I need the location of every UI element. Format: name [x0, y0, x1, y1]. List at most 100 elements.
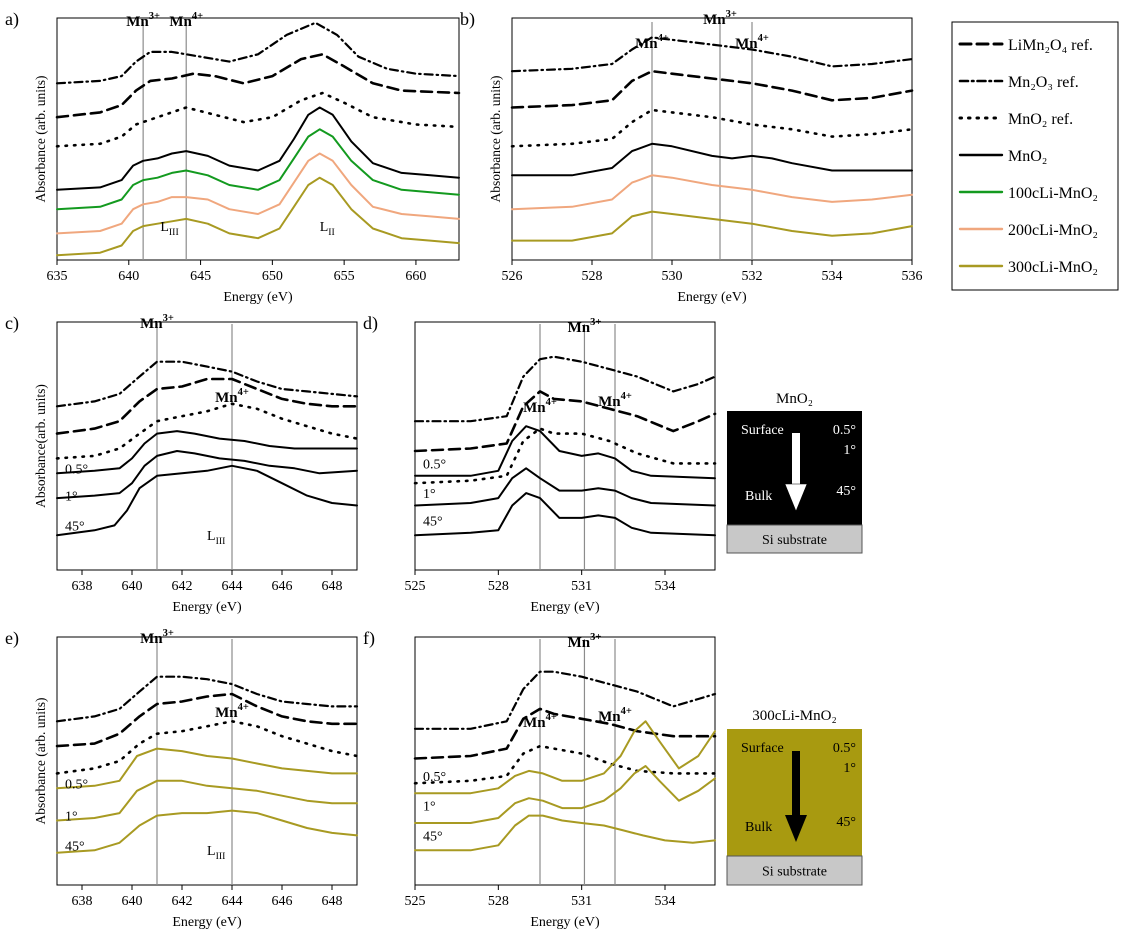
x-tick-label: 530	[662, 269, 683, 284]
series-line-300cLi	[511, 210, 913, 242]
marker-label-part: 3+	[726, 9, 737, 20]
panel-label: f)	[363, 628, 375, 649]
panel-d: d)Mn4+Mn3+Mn4+0.5°1°45°525 528 531 534Energ…	[363, 313, 717, 615]
marker-label: Mn3+	[703, 9, 737, 28]
angle-label: 1°	[65, 810, 78, 825]
y-axis-label: Absorbance (arb. units)	[33, 75, 48, 202]
series-line-MnO2ref	[413, 744, 717, 785]
series-line-Mn2O3	[55, 21, 461, 85]
legend-label: 100cLi-MnO₂	[1008, 185, 1098, 202]
series-line-300cLi_45	[414, 814, 716, 852]
series-line-MnO2ref	[55, 402, 359, 460]
x-tick-label: 640	[122, 579, 143, 594]
x-tick-label: 648	[322, 579, 343, 594]
marker-label-part: 3+	[163, 628, 174, 639]
series-line-MnO2	[511, 142, 913, 177]
marker-label-part: Mn	[126, 14, 149, 30]
x-tick-label: 644	[222, 894, 243, 909]
angle-label: 0.5°	[65, 462, 88, 477]
substrate-label: Si substrate	[762, 865, 827, 880]
series-line-LiMn2O4	[55, 377, 359, 435]
marker-label-part: 3+	[590, 317, 601, 328]
edge-label-part: L	[207, 844, 216, 859]
marker-label-part: Mn	[140, 631, 163, 647]
x-axis-label: Energy (eV)	[530, 915, 600, 930]
x-tick-label: 531	[571, 579, 592, 594]
plot-frame	[414, 636, 716, 886]
marker-label-part: 4+	[546, 712, 557, 723]
edge-label-part: L	[160, 220, 169, 235]
legend-label: MnO₂ ref.	[1008, 111, 1073, 128]
marker-label-part: 4+	[238, 702, 249, 713]
x-tick-label: 532	[742, 269, 763, 284]
marker-label: Mn4+	[635, 33, 669, 52]
marker-label-part: Mn	[568, 635, 591, 651]
series-line-300cLi_0.5	[414, 720, 716, 795]
series-line-Mn2O3	[413, 355, 717, 423]
arrow-head-icon	[785, 815, 807, 842]
marker-label-part: 4+	[546, 397, 557, 408]
series-line-MnO2_45	[56, 464, 358, 537]
angle-label: 1°	[843, 443, 856, 458]
marker-label: Mn4+	[215, 387, 249, 406]
edge-label-part: III	[169, 227, 179, 238]
angle-label: 45°	[423, 829, 443, 844]
angle-label: 45°	[836, 484, 856, 499]
angle-label: 1°	[423, 800, 436, 815]
marker-label: Mn4+	[735, 33, 769, 52]
x-axis-label: Energy (eV)	[223, 290, 293, 305]
x-tick-label: 534	[655, 579, 676, 594]
plot-frame	[414, 321, 716, 571]
x-tick-label: 645	[190, 269, 211, 284]
series-line-MnO2_0.5	[414, 425, 716, 480]
edge-label: LIII	[207, 844, 225, 862]
y-axis-label: Absorbance (arb. units)	[488, 75, 503, 202]
x-tick-label: 648	[322, 894, 343, 909]
series-line-300cLi_1	[414, 765, 716, 824]
marker-label-part: Mn	[169, 14, 192, 30]
series-line-300cLi	[56, 176, 460, 257]
marker-label-part: Mn	[635, 36, 658, 52]
marker-label-part: Mn	[703, 12, 726, 28]
arrow-down-icon	[792, 751, 800, 816]
marker-label: Mn3+	[126, 11, 160, 30]
series-line-MnO2ref	[55, 91, 461, 148]
schematic-2: 300cLi-MnO₂ Si substrate Surface Bulk 0.5° 1°…	[726, 708, 863, 886]
marker-label-part: Mn	[568, 320, 591, 336]
angle-label: 0.5°	[833, 423, 856, 438]
legend-label: MnO₂	[1008, 148, 1047, 165]
series-line-MnO2_1	[414, 467, 716, 507]
arrow-down-icon	[792, 433, 800, 485]
bulk-label: Bulk	[745, 820, 772, 835]
surface-label: Surface	[741, 741, 784, 756]
substrate-layer	[726, 524, 863, 554]
panel-label: a)	[5, 9, 19, 30]
marker-label-part: Mn	[215, 705, 238, 721]
marker-label-part: 3+	[590, 632, 601, 643]
x-tick-label: 534	[655, 894, 676, 909]
panel-label: b)	[460, 9, 475, 30]
panel-label: d)	[363, 313, 378, 334]
marker-label: Mn4+	[598, 706, 632, 725]
series-line-MnO2_45	[414, 492, 716, 537]
marker-label-part: 4+	[192, 11, 203, 22]
series-line-LiMn2O4	[55, 52, 461, 119]
substrate-layer	[726, 855, 863, 886]
series-line-100cLi	[56, 128, 460, 211]
edge-label-part: III	[216, 536, 226, 547]
panel-label: e)	[5, 628, 19, 649]
series-line-MnO2_0.5	[56, 430, 358, 475]
x-axis-label: Energy (eV)	[530, 600, 600, 615]
x-axis-label: Energy (eV)	[172, 915, 242, 930]
series-line-MnO2ref	[510, 108, 914, 148]
schematic-title: 300cLi-MnO₂	[752, 708, 836, 724]
marker-label: Mn4+	[215, 702, 249, 721]
x-tick-label: 534	[822, 269, 843, 284]
legend-label: 300cLi-MnO₂	[1008, 259, 1098, 276]
edge-label: LIII	[207, 529, 225, 547]
marker-label-part: 4+	[238, 387, 249, 398]
